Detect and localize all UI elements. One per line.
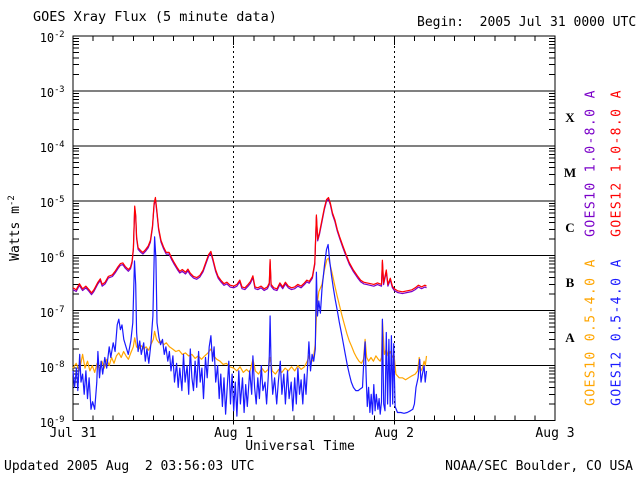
x-tick-label: Aug 1 [214, 426, 254, 441]
y-tick-label: 10-5 [39, 194, 65, 210]
updated-timestamp: Updated 2005 Aug 2 03:56:03 UTC [4, 459, 255, 474]
legend-goes10-short: GOES10 0.5-4.0 A [583, 258, 599, 406]
curve-goes12-short [72, 236, 428, 417]
y-tick-label: 10-3 [39, 84, 65, 100]
curve-goes12-long [72, 196, 427, 294]
chart-title: GOES Xray Flux (5 minute data) [33, 9, 277, 25]
begin-timestamp: Begin: 2005 Jul 31 0000 UTC [417, 15, 637, 30]
y-tick-label: 10-7 [39, 304, 65, 320]
y-tick-label: 10-6 [39, 249, 65, 265]
x-axis-label: Universal Time [245, 439, 355, 454]
flare-class-label: M [563, 165, 577, 181]
legend-goes12-long: GOES12 1.0-8.0 A [609, 89, 625, 237]
curve-goes10-short [72, 257, 428, 381]
legend-goes10-long: GOES10 1.0-8.0 A [583, 89, 599, 237]
x-tick-label: Jul 31 [49, 426, 97, 441]
y-tick-label: 10-2 [39, 30, 65, 45]
plot-frame [72, 35, 556, 421]
flare-class-label: B [565, 275, 575, 291]
flare-class-label: A [565, 330, 575, 346]
x-tick-label: Aug 2 [374, 426, 414, 441]
x-tick-label: Aug 3 [535, 426, 575, 441]
data-source: NOAA/SEC Boulder, CO USA [445, 459, 633, 474]
legend-goes12-short: GOES12 0.5-4.0 A [609, 258, 625, 406]
y-tick-label: 10-4 [39, 139, 65, 155]
flare-class-label: C [565, 220, 575, 236]
flare-class-label: X [565, 110, 575, 126]
y-tick-label: 10-8 [39, 359, 65, 375]
y-tick-label: 10-9 [39, 414, 65, 430]
